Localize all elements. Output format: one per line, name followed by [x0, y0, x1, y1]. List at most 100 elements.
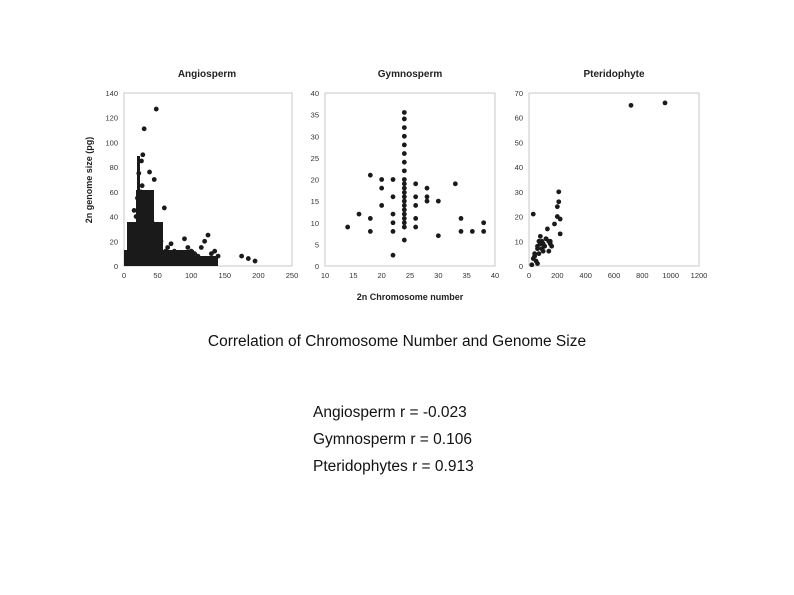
x-ticks: 0 50 100 150 200 250 [122, 271, 298, 280]
y-tick-label: 20 [110, 237, 118, 246]
x-tick-label: 400 [579, 271, 592, 280]
data-point [401, 185, 407, 191]
stat-pteridophytes: Pteridophytes r = 0.913 [313, 458, 474, 475]
data-point [151, 238, 156, 244]
data-point [539, 238, 545, 244]
data-point [151, 177, 157, 182]
data-point [390, 177, 396, 182]
x-ticks: 10 15 20 25 30 35 40 [321, 271, 499, 280]
data-point [367, 172, 373, 178]
y-ticks: 0 10 20 30 40 50 60 70 [515, 89, 523, 271]
data-point [401, 177, 407, 182]
data-point [212, 248, 218, 254]
y-tick-label: 40 [110, 213, 118, 222]
data-point [192, 251, 197, 257]
data-point [458, 229, 464, 234]
data-point [535, 246, 540, 252]
data-point [401, 194, 407, 200]
data-point [401, 159, 407, 165]
x-tick-label: 100 [185, 271, 198, 280]
data-point [190, 256, 195, 261]
figure-caption: Correlation of Chromosome Number and Gen… [207, 333, 587, 350]
data-point [401, 198, 407, 204]
data-point [245, 256, 251, 261]
x-tick-label: 0 [122, 271, 126, 280]
panel-angiosperm: Angiosperm 0 50 100 150 200 250 0 20 40 60 80 100 1… [84, 69, 298, 280]
data-point [252, 258, 258, 264]
x-tick-label: 20 [377, 271, 385, 280]
y-tick-label: 0 [114, 262, 118, 271]
data-point [135, 226, 140, 232]
panel-title-gymnosperm: Gymnosperm [378, 69, 443, 80]
data-point [185, 245, 191, 250]
data-point [401, 220, 407, 226]
data-point [401, 207, 407, 213]
data-point [379, 185, 385, 191]
data-point [172, 248, 177, 254]
data-point [390, 220, 396, 226]
data-point [424, 185, 430, 191]
x-tick-label: 0 [527, 271, 531, 280]
x-tick-label: 30 [434, 271, 442, 280]
data-point [131, 241, 136, 247]
data-point [390, 229, 396, 234]
data-point [547, 241, 553, 247]
panel-gymnosperm: Gymnosperm 10 15 20 25 30 35 40 0 5 10 15 20 25 30 35… [311, 69, 500, 302]
y-tick-label: 15 [311, 197, 319, 206]
y-tick-label: 120 [105, 114, 118, 123]
data-point [163, 248, 169, 254]
x-tick-label: 35 [462, 271, 470, 280]
data-point [149, 220, 155, 226]
data-point [137, 201, 143, 207]
data-point [139, 158, 144, 164]
x-tick-label: 10 [321, 271, 329, 280]
data-point [169, 254, 175, 260]
data-point [126, 245, 132, 250]
dense-point-cluster [124, 156, 218, 266]
data-point [168, 241, 174, 247]
plot-frame [324, 92, 496, 267]
x-tick-label: 25 [406, 271, 414, 280]
data-point [556, 189, 562, 195]
data-point [147, 169, 152, 175]
y-tick-label: 10 [311, 219, 319, 228]
data-point [481, 220, 487, 226]
data-point [401, 125, 407, 130]
data-point [530, 211, 536, 217]
data-point [424, 198, 430, 204]
data-point [536, 251, 542, 257]
data-point [202, 238, 208, 244]
data-point [215, 253, 221, 259]
stat-angiosperm: Angiosperm r = -0.023 [313, 404, 467, 421]
data-point [452, 181, 458, 187]
data-point [401, 203, 407, 208]
data-point [138, 189, 144, 195]
data-point [155, 232, 161, 238]
data-point [198, 245, 204, 250]
y-tick-label: 25 [311, 154, 319, 163]
data-point [401, 190, 407, 195]
data-point [379, 203, 385, 208]
x-tick-label: 250 [286, 271, 299, 280]
data-point [153, 106, 159, 112]
data-point [152, 245, 158, 250]
data-point [188, 248, 194, 254]
data-point [161, 205, 167, 211]
panel-pteridophyte: Pteridophyte 0 200 400 600 800 1000 1200 0 10 20… [515, 69, 708, 280]
data-point [413, 203, 419, 208]
data-point [200, 259, 206, 265]
data-point [140, 152, 146, 158]
x-tick-label: 150 [219, 271, 232, 280]
data-point [133, 214, 139, 219]
y-tick-label: 50 [515, 138, 523, 147]
data-point [458, 216, 464, 221]
data-point [175, 251, 181, 257]
data-point [557, 216, 563, 222]
data-point [178, 253, 184, 259]
x-tick-label: 200 [551, 271, 564, 280]
data-point [174, 256, 179, 261]
data-point [145, 229, 151, 234]
data-point [662, 100, 668, 106]
data-point [367, 216, 373, 221]
data-point [545, 226, 550, 232]
